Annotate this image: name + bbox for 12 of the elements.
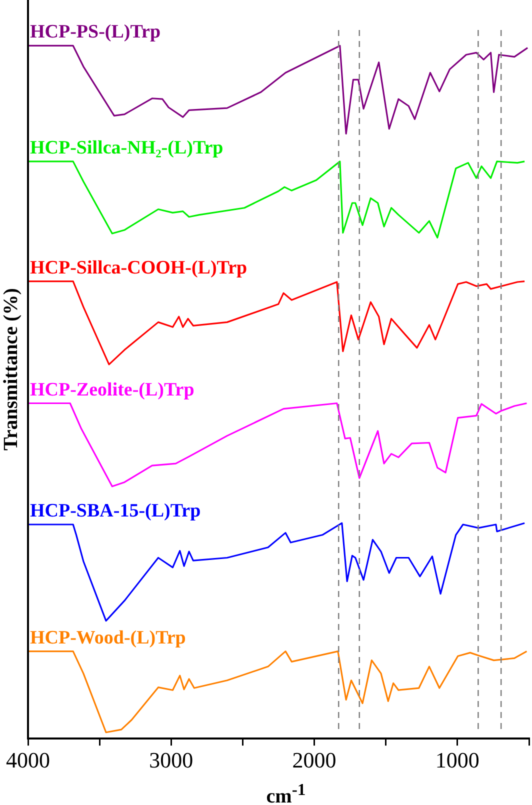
x-tick-label: 1000 bbox=[435, 748, 480, 773]
series-label: HCP-PS-(L)Trp bbox=[30, 22, 161, 43]
x-tick-label: 2000 bbox=[292, 748, 336, 773]
series-label: HCP-Wood-(L)Trp bbox=[30, 627, 186, 648]
y-axis-title: Transmittance (%) bbox=[0, 288, 22, 450]
x-tick-label: 3000 bbox=[149, 748, 194, 773]
series-label: HCP-Sillca-COOH-(L)Trp bbox=[30, 257, 248, 278]
x-tick-label: 4000 bbox=[6, 748, 50, 773]
series-label: HCP-Zeolite-(L)Trp bbox=[30, 379, 194, 400]
x-axis-title: cm$^{-1}$ bbox=[265, 779, 307, 805]
series-label: HCP-SBA-15-(L)Trp bbox=[30, 500, 201, 522]
series-label: HCP-Sillca-NH₂-(L)Trp bbox=[30, 137, 224, 158]
